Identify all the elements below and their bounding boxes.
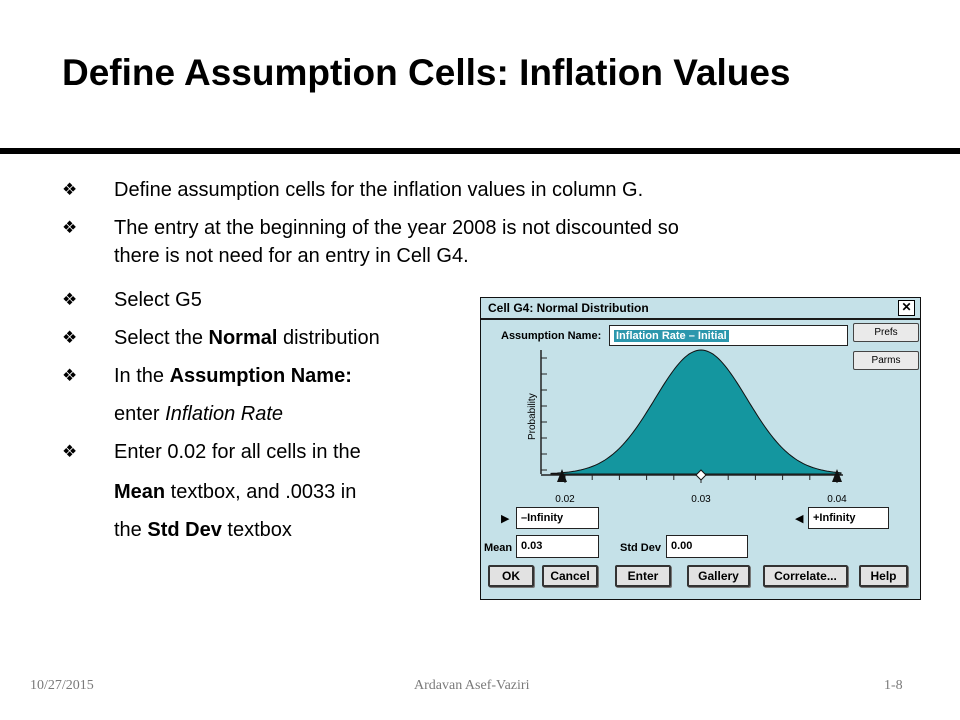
bullet-text: Define assumption cells for the inflatio…	[114, 179, 644, 201]
x-tick-label: 0.04	[827, 494, 847, 505]
x-tick-label: 0.03	[691, 494, 711, 505]
left-bound-marker-icon[interactable]	[557, 469, 567, 482]
footer-author: Ardavan Asef-Vaziri	[414, 678, 530, 693]
mean-label: Mean	[484, 542, 513, 554]
bullet-diamond-icon: ❖	[62, 180, 78, 199]
right-bound-marker-icon[interactable]	[832, 469, 842, 482]
help-button[interactable]: Help	[859, 565, 908, 587]
slide-title: Define Assumption Cells: Inflation Value…	[62, 52, 791, 93]
normal-distribution-dialog: Cell G4: Normal Distribution ✕ Assumptio…	[480, 297, 921, 600]
std-dev-input[interactable]: 0.00	[666, 535, 748, 558]
right-arrow-icon[interactable]: ◀	[795, 513, 804, 525]
mean-marker-icon[interactable]	[695, 469, 707, 481]
footer-date: 10/27/2015	[30, 678, 94, 693]
bullet-text: The entry at the beginning of the year 2…	[114, 217, 679, 239]
enter-button[interactable]: Enter	[615, 565, 671, 587]
bullet-diamond-icon: ❖	[62, 218, 78, 237]
correlate-button[interactable]: Correlate...	[763, 565, 848, 587]
bullet-diamond-icon: ❖	[62, 366, 78, 385]
gallery-button[interactable]: Gallery	[687, 565, 750, 587]
std-dev-label: Std Dev	[620, 542, 661, 554]
y-axis-label: Probability	[527, 393, 538, 440]
close-icon[interactable]: ✕	[898, 300, 915, 316]
lower-bound-field[interactable]: –Infinity	[516, 507, 599, 529]
prefs-button[interactable]: Prefs	[853, 323, 919, 342]
ok-button[interactable]: OK	[488, 565, 534, 587]
bullet-text: Select G5	[114, 289, 202, 311]
bullet-text: In the Assumption Name:	[114, 365, 352, 387]
dialog-title: Cell G4: Normal Distribution	[488, 301, 649, 315]
bullet-continuation: enter Inflation Rate	[114, 403, 284, 425]
dialog-title-bar: Cell G4: Normal Distribution ✕	[481, 298, 920, 320]
distribution-chart: Probability 0.02 0.03 0.04	[527, 349, 847, 505]
bullet-diamond-icon: ❖	[62, 328, 78, 347]
y-axis-ticks	[541, 357, 547, 471]
upper-bound-field[interactable]: +Infinity	[808, 507, 889, 529]
bullet-diamond-icon: ❖	[62, 290, 78, 309]
parms-button[interactable]: Parms	[853, 351, 919, 370]
cancel-button[interactable]: Cancel	[542, 565, 598, 587]
bullet-text: Enter 0.02 for all cells in the	[114, 441, 361, 463]
bullet-text: Select the Normal distribution	[114, 327, 380, 349]
bullet-continuation: there is not need for an entry in Cell G…	[114, 245, 469, 267]
footer-page-number: 1-8	[884, 678, 903, 693]
bullet-continuation: the Std Dev textbox	[114, 519, 292, 541]
x-tick-label: 0.02	[555, 494, 575, 505]
normal-curve	[550, 349, 842, 475]
assumption-name-input[interactable]: Inflation Rate – Initial	[609, 325, 848, 346]
bullet-continuation: Mean textbox, and .0033 in	[114, 481, 357, 503]
bullet-diamond-icon: ❖	[62, 442, 78, 461]
left-arrow-icon[interactable]: ▶	[501, 513, 510, 525]
mean-input[interactable]: 0.03	[516, 535, 599, 558]
assumption-name-label: Assumption Name:	[501, 330, 602, 342]
title-divider	[0, 148, 960, 154]
